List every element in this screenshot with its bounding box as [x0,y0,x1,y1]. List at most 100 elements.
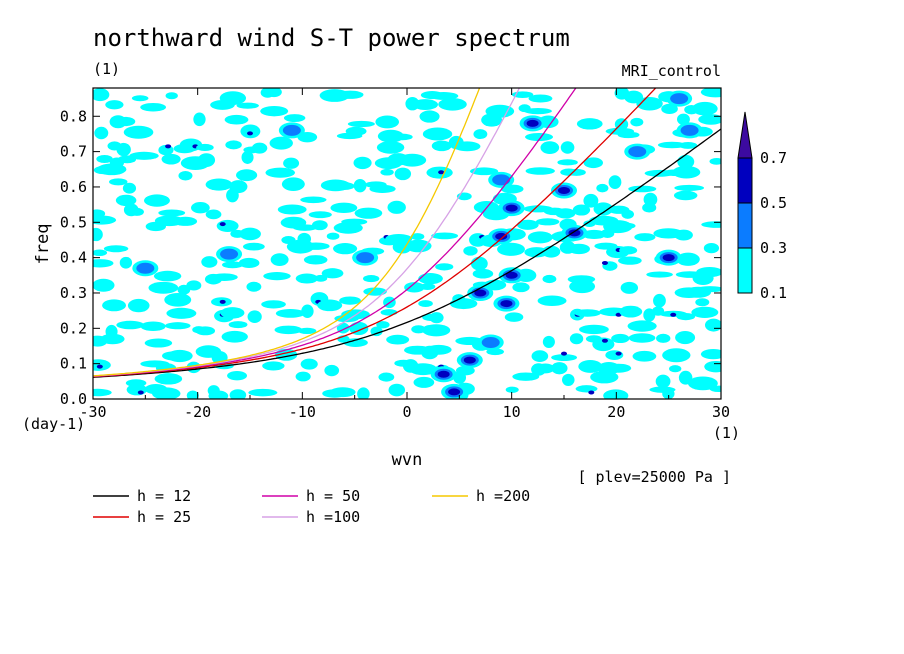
power-patch-286 [621,209,634,219]
power-patch-158 [148,281,179,294]
power-patch-108 [411,325,426,334]
power-patch-276 [387,200,406,214]
power-patch-327 [672,165,701,179]
power-patch-154 [537,295,567,307]
power-patch-309 [608,175,622,189]
power-patch-42 [262,361,285,371]
power-patch-114 [166,307,197,319]
power-patch-289 [144,194,170,207]
x-tick-label-4: 10 [503,403,521,421]
power-patch-27 [378,372,395,382]
power-patch-173 [153,270,182,282]
hotspot-core-11 [568,229,581,237]
power-patch-272 [277,204,307,215]
power-patch-411 [692,101,718,116]
power-patch-57 [669,365,682,373]
power-patch-233 [410,233,425,241]
power-patch-234 [431,232,459,240]
power-patch-89 [592,337,615,352]
power-patch-296 [673,190,698,201]
power-patch-377 [525,132,554,142]
power-patch-387 [347,120,375,128]
power-patch-21 [662,388,675,399]
chart-title: northward wind S-T power spectrum [93,24,570,52]
power-patch-169 [620,281,639,294]
power-patch-155 [653,293,666,308]
hotspot-core-1 [437,370,450,378]
power-patch-142 [164,292,192,307]
power-patch-163 [404,282,425,293]
power-patch-92 [628,333,656,343]
power-patch-259 [535,218,560,226]
power-patch-242 [582,229,607,240]
power-patch-246 [674,229,693,241]
power-patch-205 [103,245,129,253]
power-patch-291 [300,196,327,204]
power-patch-178 [314,274,328,282]
power-patch-413 [131,95,149,102]
power-patch-182 [472,268,494,279]
power-patch-356 [269,136,293,150]
power-patch-414 [165,92,178,100]
power-patch-398 [140,102,167,112]
curve-h-12 [93,128,721,378]
power-patch-379 [617,131,640,139]
power-patch-258 [516,219,539,230]
power-patch-156 [695,298,710,307]
x-tick-label-0: -30 [79,403,106,421]
power-patch-167 [512,282,530,293]
power-patch-385 [224,114,249,125]
power-patch-189 [696,267,721,278]
power-patch-401 [260,106,289,117]
power-patch-304 [353,178,367,193]
power-patch-227 [281,236,296,244]
power-patch-181 [418,273,443,285]
power-patch-56 [605,363,632,373]
power-patch-5 [186,390,199,399]
power-patch-265 [701,221,721,228]
colorbar-segment-1 [737,202,753,249]
power-patch-172 [696,286,721,293]
hotspot-core-10 [495,176,508,184]
x-tick-label-1: -20 [184,403,211,421]
power-patch-423 [528,94,553,103]
power-patch-332 [161,153,181,165]
power-patch-190 [93,259,114,268]
power-patch-79 [221,330,248,343]
power-patch-91 [611,333,630,344]
power-patch-117 [220,307,245,319]
power-patch-310 [628,185,657,193]
power-patch-106 [370,326,383,337]
power-patch-328 [96,155,113,164]
power-patch-73 [632,350,657,362]
power-patch-340 [398,153,427,167]
power-patch-334 [197,153,216,167]
chart-subtitle-left: (1) [93,60,120,78]
power-patch-196 [303,255,328,265]
power-patch-269 [158,209,186,217]
power-patch-386 [283,114,306,122]
power-patch-26 [295,371,311,382]
level-footnote: [ plev=25000 Pa ] [577,468,731,486]
power-patch-130 [573,309,601,317]
power-patch-331 [129,151,159,160]
power-patch-126 [429,312,444,324]
power-patch-318 [394,167,412,181]
power-patch-192 [201,256,218,268]
power-patch-250 [173,216,198,226]
power-patch-343 [677,154,695,169]
power-patch-133 [619,305,643,318]
power-patch-149 [339,296,361,305]
power-patch-11 [329,387,356,398]
power-patch-157 [93,278,115,292]
y-axis-unit: (day-1) [22,415,85,433]
x-axis: -30 -20 -10 0 10 20 30 [79,88,730,421]
chart-subtitle-right: MRI_control [622,62,721,80]
y-tick-label-5: 0.5 [60,213,87,231]
x-axis-label: wvn [392,450,423,470]
power-patch-97 [140,321,166,332]
power-patch-25 [227,370,248,381]
power-patch-66 [425,344,452,355]
y-tick-label-3: 0.3 [60,284,87,302]
power-patch-102 [274,325,303,335]
